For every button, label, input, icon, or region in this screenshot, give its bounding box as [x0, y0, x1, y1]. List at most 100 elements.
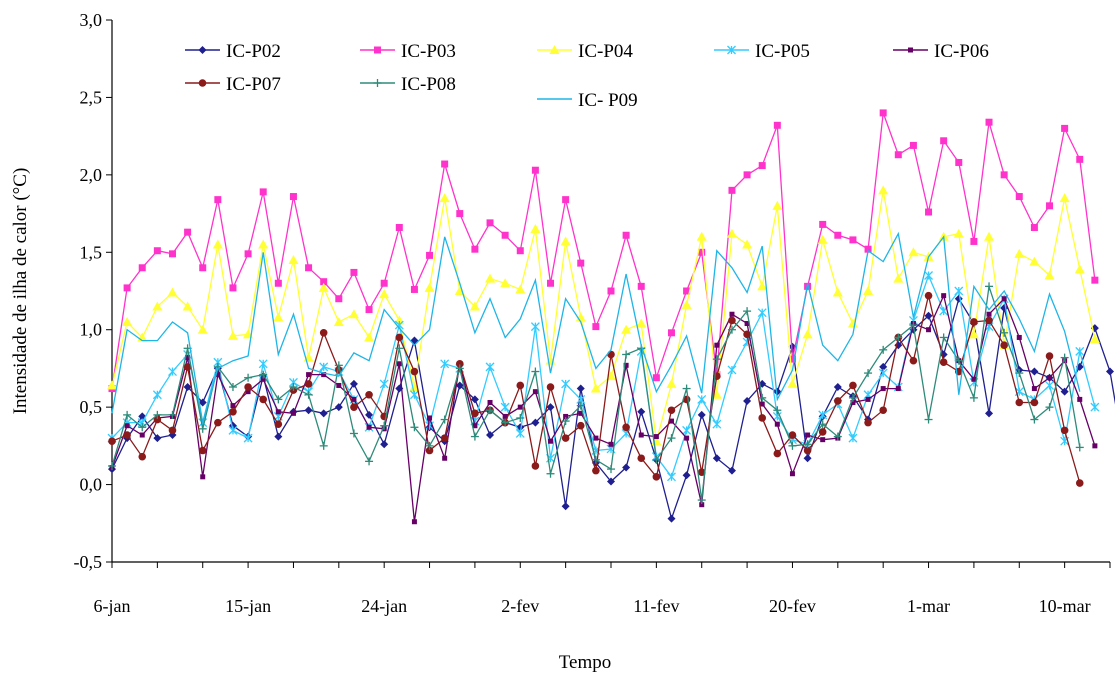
data-point	[373, 79, 382, 87]
legend-item: IC-P07	[185, 74, 281, 95]
data-point	[1089, 334, 1100, 344]
data-point	[214, 418, 222, 427]
data-point	[440, 434, 449, 442]
data-point	[198, 79, 207, 87]
data-point	[697, 394, 707, 404]
data-point	[847, 318, 858, 328]
data-point	[623, 362, 629, 368]
data-point	[699, 502, 705, 508]
data-point	[546, 469, 555, 478]
data-point	[789, 471, 795, 477]
data-point	[803, 446, 812, 455]
legend-item: IC-P02	[185, 41, 281, 62]
data-point	[1000, 328, 1009, 337]
data-point	[198, 46, 207, 54]
data-point	[908, 47, 913, 53]
data-point	[487, 399, 493, 405]
data-point	[955, 158, 963, 166]
data-point	[1016, 334, 1022, 340]
legend-label: IC-P03	[401, 41, 456, 62]
data-point	[925, 208, 933, 216]
data-point	[288, 255, 299, 265]
data-point	[970, 318, 978, 326]
legend-item: IC-P04	[537, 41, 633, 62]
series-line	[111, 231, 1081, 423]
data-point	[924, 311, 933, 320]
data-point	[576, 384, 585, 393]
data-point	[667, 329, 675, 337]
data-point	[666, 378, 677, 388]
data-point	[153, 415, 162, 424]
data-point	[683, 287, 691, 295]
data-point	[636, 318, 647, 328]
data-point	[517, 404, 523, 410]
data-point	[304, 380, 313, 388]
data-point	[350, 403, 358, 411]
data-point	[1060, 426, 1069, 435]
data-point	[637, 282, 645, 290]
data-point	[365, 457, 374, 466]
data-point	[985, 118, 993, 126]
data-point	[576, 401, 585, 410]
data-point	[152, 390, 162, 400]
data-point	[333, 316, 344, 326]
y-tick-label: -0,5	[74, 552, 103, 572]
data-point	[879, 406, 887, 415]
data-point	[1044, 270, 1055, 280]
data-point	[321, 372, 327, 378]
data-point	[667, 472, 676, 482]
data-point	[562, 196, 570, 204]
data-point	[364, 332, 375, 342]
data-point	[1075, 443, 1084, 452]
data-point	[607, 287, 615, 295]
series-ic-p03	[108, 109, 1099, 393]
data-point	[274, 420, 283, 428]
data-point	[863, 286, 874, 295]
data-point	[258, 359, 268, 369]
data-point	[425, 446, 434, 455]
y-axis-label: Intensidade de ilha de calor (°C)	[10, 168, 31, 415]
data-point	[772, 200, 783, 210]
data-point	[531, 418, 540, 427]
y-tick-label: 0,0	[80, 475, 103, 495]
data-point	[409, 390, 419, 400]
data-point	[273, 312, 284, 322]
data-point	[168, 410, 177, 419]
legend-item: IC-P06	[893, 41, 989, 62]
data-point	[908, 247, 919, 257]
data-point	[909, 321, 918, 330]
data-point	[486, 219, 494, 227]
data-point	[212, 239, 223, 249]
data-point	[697, 496, 706, 505]
data-point	[410, 423, 419, 432]
data-point	[1090, 402, 1100, 412]
data-point	[274, 279, 282, 287]
data-point	[365, 410, 374, 419]
data-point	[758, 162, 766, 170]
data-point	[439, 193, 450, 203]
data-point	[1046, 202, 1054, 210]
data-point	[138, 423, 147, 432]
data-point	[954, 294, 963, 303]
data-point	[1061, 124, 1069, 132]
data-point	[682, 471, 691, 480]
data-point	[380, 440, 389, 449]
data-point	[787, 378, 798, 388]
data-point	[410, 336, 419, 345]
data-point	[608, 441, 614, 447]
data-point	[259, 188, 267, 196]
legend-item: IC-P03	[360, 41, 456, 62]
data-point	[953, 228, 964, 238]
series-line	[111, 293, 1096, 522]
legend-label: IC-P04	[578, 41, 633, 62]
data-point	[289, 193, 297, 201]
data-point	[879, 109, 887, 117]
data-point	[198, 446, 207, 455]
data-point	[878, 368, 888, 378]
data-point	[123, 410, 132, 419]
data-point	[214, 196, 222, 204]
x-tick-label: 11-fev	[633, 596, 679, 616]
data-point	[940, 137, 948, 145]
data-point	[334, 361, 343, 370]
data-point	[924, 415, 933, 424]
